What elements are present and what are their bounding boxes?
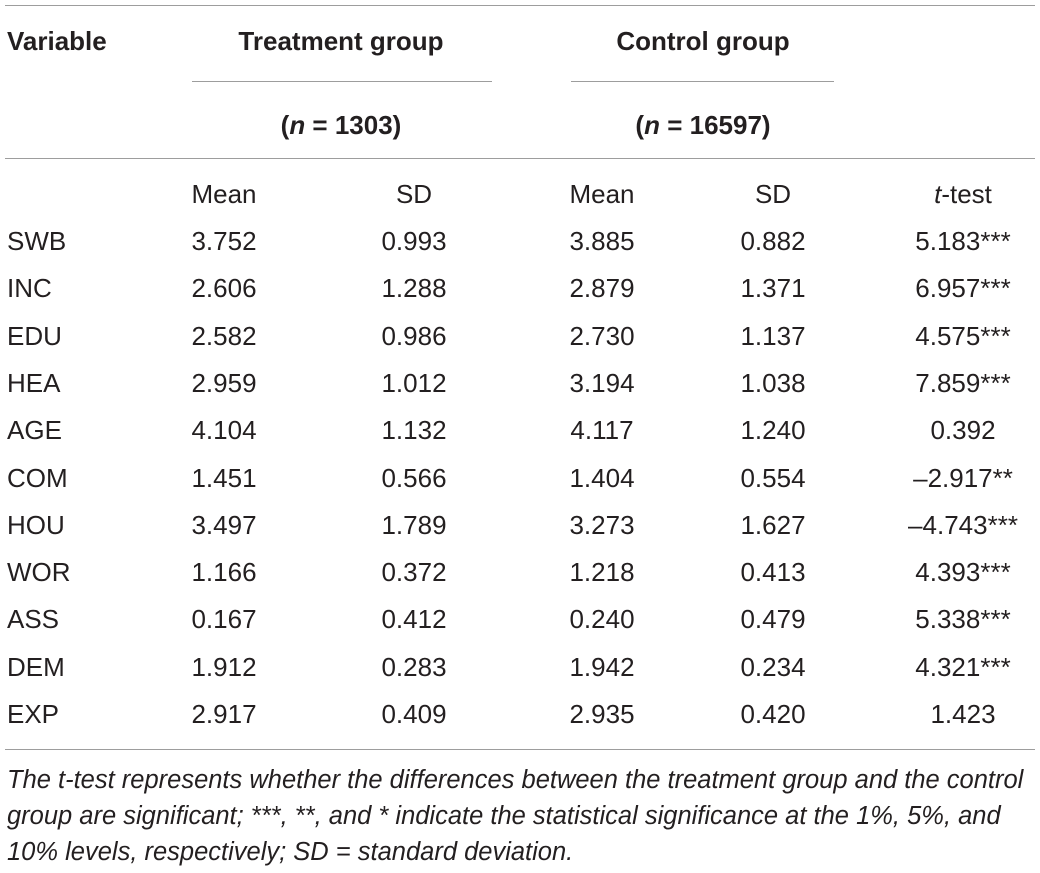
ttest-cell: 0.392 (930, 415, 996, 445)
ttest-cell: 1.423 (930, 699, 996, 729)
treatment-mean-cell: 2.582 (191, 321, 257, 351)
ttest-cell: 4.321*** (915, 652, 1011, 682)
variable-cell: INC (7, 273, 52, 303)
treatment-sd-cell: 0.412 (381, 604, 447, 634)
treatment-n-label: (n = 1303) (280, 110, 402, 140)
control-sd-cell: 0.413 (740, 557, 806, 587)
control-mean-cell: 1.404 (569, 463, 635, 493)
treatment-sd-header: SD (395, 179, 433, 209)
treatment-sd-cell: 0.372 (381, 557, 447, 587)
control-mean-cell: 0.240 (569, 604, 635, 634)
treatment-sd-cell: 1.789 (381, 510, 447, 540)
control-sd-cell: 1.137 (740, 321, 806, 351)
ttest-cell: 6.957*** (915, 273, 1011, 303)
control-mean-cell: 2.730 (569, 321, 635, 351)
treatment-mean-cell: 0.167 (191, 604, 257, 634)
control-sd-cell: 0.882 (740, 226, 806, 256)
treatment-sd-cell: 0.283 (381, 652, 447, 682)
treatment-sd-cell: 1.132 (381, 415, 447, 445)
variable-cell: EXP (7, 699, 60, 729)
treatment-sd-cell: 1.288 (381, 273, 447, 303)
treatment-sd-cell: 0.566 (381, 463, 447, 493)
ttest-cell: 4.575*** (915, 321, 1011, 351)
control-sd-cell: 1.371 (740, 273, 806, 303)
table-footnote: The t-test represents whether the differ… (7, 766, 1024, 866)
treatment-mean-cell: 2.606 (191, 273, 257, 303)
ttest-cell: 7.859*** (915, 368, 1011, 398)
treatment-sd-cell: 0.409 (381, 699, 447, 729)
treatment-group-rule (192, 81, 492, 82)
control-sd-cell: 0.479 (740, 604, 806, 634)
control-mean-cell: 2.879 (569, 273, 635, 303)
treatment-mean-cell: 2.917 (191, 699, 257, 729)
control-n-label: (n = 16597) (635, 110, 771, 140)
ttest-cell: 5.183*** (915, 226, 1011, 256)
ttest-cell: –4.743*** (908, 510, 1018, 540)
control-sd-cell: 0.420 (740, 699, 806, 729)
treatment-mean-cell: 4.104 (191, 415, 257, 445)
control-sd-cell: 0.234 (740, 652, 806, 682)
treatment-group-header: Treatment group (238, 26, 444, 56)
ttest-cell: –2.917** (913, 463, 1013, 493)
header-rule (5, 158, 1035, 159)
control-group-rule (571, 81, 834, 82)
treatment-mean-cell: 3.752 (191, 226, 257, 256)
control-mean-cell: 3.885 (569, 226, 635, 256)
treatment-mean-cell: 1.451 (191, 463, 257, 493)
control-mean-cell: 2.935 (569, 699, 635, 729)
bottom-rule (5, 749, 1035, 750)
variable-cell: DEM (7, 652, 65, 682)
treatment-mean-header: Mean (191, 179, 257, 209)
ttest-cell: 4.393*** (915, 557, 1011, 587)
variable-header: Variable (7, 26, 107, 56)
control-group-header: Control group (616, 26, 790, 56)
treatment-mean-cell: 2.959 (191, 368, 257, 398)
control-mean-cell: 4.117 (570, 415, 634, 445)
control-sd-cell: 1.627 (740, 510, 806, 540)
control-mean-header: Mean (569, 179, 635, 209)
top-rule (5, 5, 1035, 6)
variable-cell: HOU (7, 510, 65, 540)
ttest-cell: 5.338*** (915, 604, 1011, 634)
treatment-mean-cell: 1.166 (191, 557, 257, 587)
control-mean-cell: 1.942 (569, 652, 635, 682)
control-mean-cell: 3.194 (569, 368, 635, 398)
variable-cell: AGE (7, 415, 62, 445)
treatment-mean-cell: 3.497 (191, 510, 257, 540)
control-mean-cell: 3.273 (569, 510, 635, 540)
treatment-sd-cell: 0.993 (381, 226, 447, 256)
variable-cell: HEA (7, 368, 61, 398)
ttest-header: t-test (934, 179, 992, 209)
control-sd-cell: 1.240 (740, 415, 806, 445)
treatment-sd-cell: 1.012 (381, 368, 447, 398)
treatment-sd-cell: 0.986 (381, 321, 447, 351)
control-sd-header: SD (754, 179, 792, 209)
variable-cell: EDU (7, 321, 62, 351)
variable-cell: COM (7, 463, 68, 493)
variable-cell: SWB (7, 226, 67, 256)
variable-cell: WOR (7, 557, 71, 587)
control-sd-cell: 0.554 (740, 463, 806, 493)
control-mean-cell: 1.218 (569, 557, 635, 587)
control-sd-cell: 1.038 (740, 368, 806, 398)
treatment-mean-cell: 1.912 (191, 652, 257, 682)
variable-cell: ASS (7, 604, 60, 634)
